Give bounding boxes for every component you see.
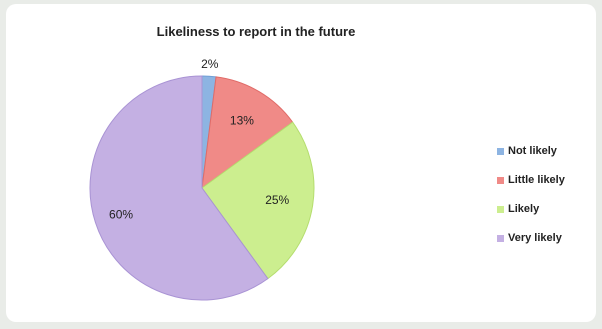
legend-label-not-likely: Not likely: [508, 145, 557, 157]
data-label-likely: 25%: [265, 193, 289, 207]
legend-item-likely: Likely: [497, 199, 565, 219]
legend-swatch-not-likely: [497, 147, 504, 155]
legend: Not likely Little likely Likely Very likely: [497, 141, 565, 257]
pie-slice-little-likely: [201, 76, 294, 190]
pie-slice-likely: [201, 121, 315, 280]
chart-area: Likeliness to report in the future 2% 13%…: [6, 4, 596, 322]
legend-item-very-likely: Very likely: [497, 228, 565, 248]
legend-label-very-likely: Very likely: [508, 232, 562, 244]
legend-label-likely: Likely: [508, 203, 540, 215]
pie-chart: 2% 13% 25% 60%: [89, 57, 315, 301]
chart-title: Likeliness to report in the future: [156, 24, 356, 39]
data-label-not-likely: 2%: [201, 57, 219, 71]
data-label-little-likely: 13%: [230, 114, 254, 128]
data-label-very-likely: 60%: [109, 207, 133, 221]
legend-item-little-likely: Little likely: [497, 170, 565, 190]
legend-swatch-little-likely: [497, 176, 504, 184]
legend-swatch-likely: [497, 205, 504, 213]
legend-label-little-likely: Little likely: [508, 174, 565, 186]
legend-swatch-very-likely: [497, 234, 504, 242]
legend-item-not-likely: Not likely: [497, 141, 565, 161]
pie-slice-very-likely: [89, 75, 269, 301]
